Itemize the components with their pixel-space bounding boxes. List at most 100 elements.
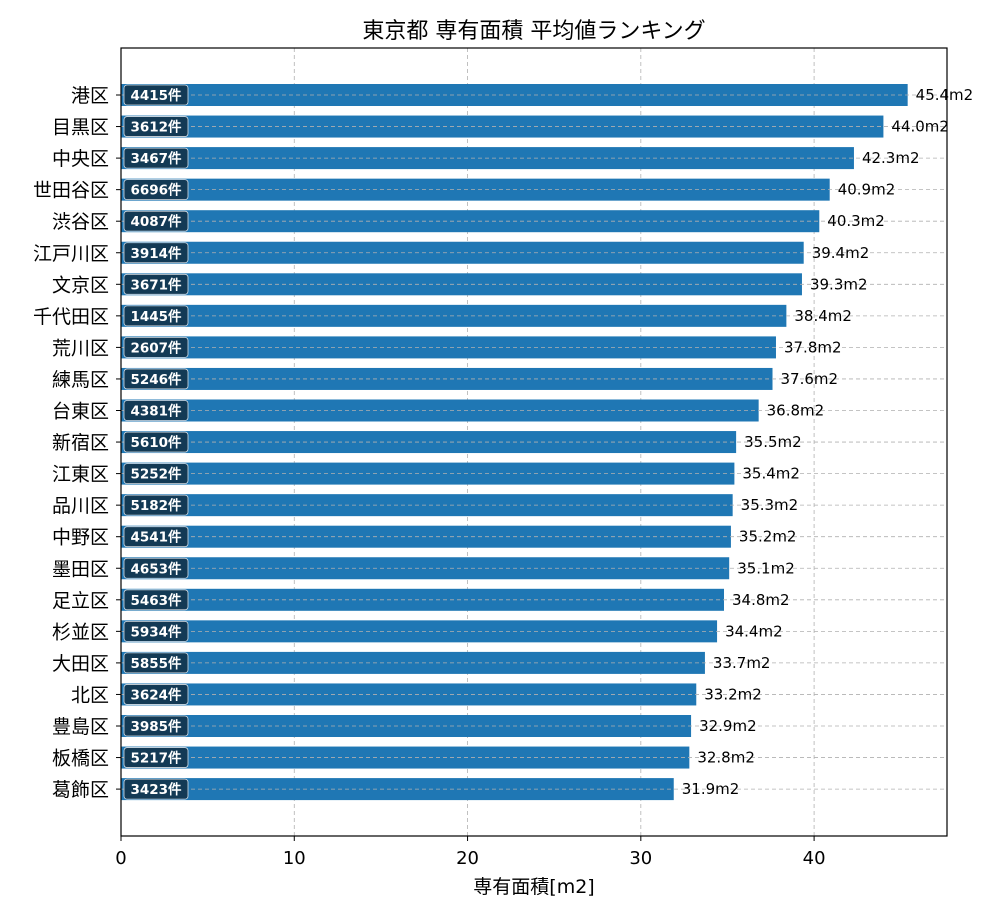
count-label: 5246件 bbox=[130, 371, 182, 388]
value-label: 36.8m2 bbox=[767, 402, 825, 420]
count-badge bbox=[123, 368, 189, 390]
count-label: 5610件 bbox=[130, 434, 182, 451]
count-label: 4541件 bbox=[130, 529, 182, 546]
value-label: 37.8m2 bbox=[784, 338, 842, 356]
y-tick-label: 荒川区 bbox=[52, 337, 109, 359]
y-tick-label: 北区 bbox=[71, 684, 109, 706]
x-tick-label: 40 bbox=[803, 848, 826, 869]
y-tick-label: 渋谷区 bbox=[52, 211, 109, 233]
count-badge bbox=[123, 747, 189, 768]
bar bbox=[121, 494, 733, 517]
value-label: 35.1m2 bbox=[737, 559, 795, 577]
value-label: 32.9m2 bbox=[699, 717, 757, 735]
count-badge bbox=[123, 400, 189, 421]
value-label: 34.4m2 bbox=[725, 622, 783, 640]
count-label: 4415件 bbox=[130, 87, 182, 104]
bar bbox=[121, 178, 830, 201]
y-tick-label: 品川区 bbox=[52, 495, 109, 517]
value-label: 33.2m2 bbox=[704, 685, 762, 703]
x-tick-label: 0 bbox=[115, 848, 126, 869]
y-tick-label: 世田谷区 bbox=[33, 180, 109, 202]
y-tick-label: 江戸川区 bbox=[33, 243, 109, 265]
value-label: 31.9m2 bbox=[682, 780, 740, 798]
count-label: 5855件 bbox=[130, 655, 182, 672]
value-label: 45.4m2 bbox=[916, 86, 974, 104]
value-label: 39.3m2 bbox=[810, 275, 868, 293]
y-tick-label: 葛飾区 bbox=[52, 779, 109, 801]
count-badge bbox=[123, 273, 189, 295]
y-tick-label: 江東区 bbox=[52, 464, 109, 486]
count-badge bbox=[123, 463, 189, 485]
y-axis: 港区目黒区中央区世田谷区渋谷区江戸川区文京区千代田区荒川区練馬区台東区新宿区江東… bbox=[33, 85, 121, 801]
y-tick-label: 中野区 bbox=[52, 527, 109, 549]
count-label: 3985件 bbox=[130, 718, 182, 735]
y-tick-label: 文京区 bbox=[52, 274, 109, 296]
value-label: 33.7m2 bbox=[713, 654, 771, 672]
count-badge bbox=[123, 431, 189, 453]
count-badge bbox=[123, 715, 189, 737]
count-label: 3671件 bbox=[130, 276, 182, 293]
count-label: 4381件 bbox=[130, 403, 182, 420]
value-label: 44.0m2 bbox=[891, 118, 949, 136]
x-tick-label: 20 bbox=[456, 848, 479, 869]
count-label: 1445件 bbox=[130, 308, 182, 325]
bar bbox=[121, 431, 737, 454]
value-label: 34.8m2 bbox=[732, 591, 790, 609]
count-badge bbox=[123, 179, 189, 201]
count-label: 4087件 bbox=[130, 213, 182, 230]
count-badge bbox=[123, 526, 189, 548]
y-tick-label: 足立区 bbox=[52, 590, 109, 612]
count-label: 3467件 bbox=[130, 150, 182, 167]
bar bbox=[121, 715, 692, 737]
count-badge bbox=[123, 652, 189, 674]
y-tick-label: 練馬区 bbox=[52, 369, 109, 391]
count-badge bbox=[123, 684, 189, 705]
count-badge bbox=[123, 494, 189, 516]
x-tick-label: 10 bbox=[283, 848, 306, 869]
value-label: 38.4m2 bbox=[794, 307, 852, 325]
bar bbox=[121, 241, 804, 264]
y-tick-label: 港区 bbox=[71, 85, 109, 107]
y-tick-label: 豊島区 bbox=[52, 716, 109, 738]
count-badge bbox=[123, 778, 189, 800]
count-label: 3423件 bbox=[130, 781, 182, 798]
count-badge bbox=[123, 620, 189, 642]
labels: 4415件 45.4m2 3612件 44.0m2 3467件 42.3m2 6696件 40… bbox=[121, 84, 974, 800]
chart-title: 東京都 専有面積 平均値ランキング bbox=[362, 19, 705, 44]
count-label: 6696件 bbox=[130, 182, 182, 199]
count-badge bbox=[123, 242, 189, 264]
count-badge bbox=[123, 589, 189, 611]
y-tick-label: 中央区 bbox=[52, 148, 109, 170]
count-badge bbox=[123, 116, 189, 137]
x-axis-label: 専有面積[m2] bbox=[473, 876, 594, 898]
y-tick-label: 板橋区 bbox=[52, 748, 109, 770]
count-label: 3914件 bbox=[130, 245, 182, 262]
value-label: 42.3m2 bbox=[862, 149, 920, 167]
y-tick-label: 杉並区 bbox=[52, 621, 109, 643]
value-label: 35.2m2 bbox=[739, 528, 797, 546]
value-label: 37.6m2 bbox=[781, 370, 839, 388]
count-label: 5934件 bbox=[130, 623, 182, 640]
count-label: 5217件 bbox=[130, 750, 182, 767]
count-label: 5463件 bbox=[130, 592, 182, 609]
y-tick-label: 千代田区 bbox=[33, 306, 109, 328]
bar bbox=[121, 336, 776, 359]
count-label: 4653件 bbox=[130, 560, 182, 577]
bar bbox=[121, 462, 735, 485]
bar bbox=[121, 651, 705, 674]
count-badge bbox=[123, 147, 189, 169]
value-label: 40.9m2 bbox=[838, 181, 896, 199]
count-label: 2607件 bbox=[130, 339, 182, 356]
bar bbox=[121, 210, 820, 233]
count-label: 5182件 bbox=[130, 497, 182, 514]
count-badge bbox=[123, 84, 189, 106]
x-axis: 0 10 20 30 40 bbox=[115, 836, 826, 869]
count-badge bbox=[123, 305, 189, 327]
y-tick-label: 目黒区 bbox=[52, 117, 109, 139]
value-label: 35.4m2 bbox=[742, 465, 800, 483]
count-badge bbox=[123, 210, 189, 232]
count-label: 5252件 bbox=[130, 466, 182, 483]
bar bbox=[121, 273, 802, 296]
value-label: 35.5m2 bbox=[744, 433, 802, 451]
